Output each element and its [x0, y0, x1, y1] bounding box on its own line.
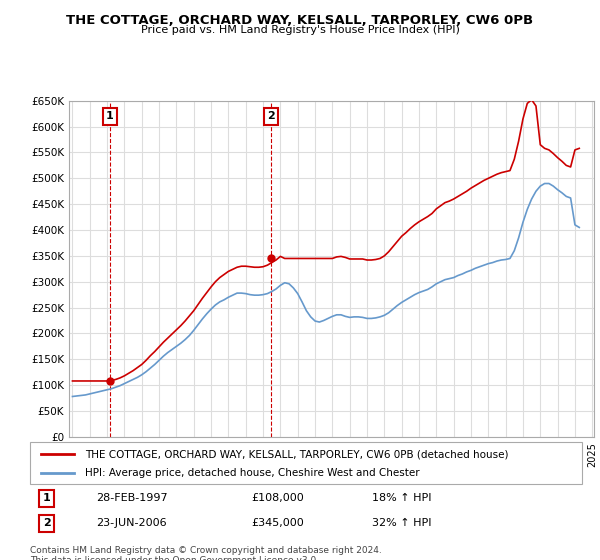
Text: HPI: Average price, detached house, Cheshire West and Chester: HPI: Average price, detached house, Ches…	[85, 468, 420, 478]
Text: 32% ↑ HPI: 32% ↑ HPI	[372, 519, 432, 529]
Text: 2: 2	[268, 111, 275, 122]
FancyBboxPatch shape	[30, 442, 582, 484]
Text: THE COTTAGE, ORCHARD WAY, KELSALL, TARPORLEY, CW6 0PB: THE COTTAGE, ORCHARD WAY, KELSALL, TARPO…	[67, 14, 533, 27]
Text: 1: 1	[106, 111, 113, 122]
Text: £108,000: £108,000	[251, 493, 304, 503]
Text: 28-FEB-1997: 28-FEB-1997	[96, 493, 168, 503]
Text: Contains HM Land Registry data © Crown copyright and database right 2024.
This d: Contains HM Land Registry data © Crown c…	[30, 546, 382, 560]
Text: THE COTTAGE, ORCHARD WAY, KELSALL, TARPORLEY, CW6 0PB (detached house): THE COTTAGE, ORCHARD WAY, KELSALL, TARPO…	[85, 449, 509, 459]
Text: 1: 1	[43, 493, 50, 503]
Text: 23-JUN-2006: 23-JUN-2006	[96, 519, 167, 529]
Text: 18% ↑ HPI: 18% ↑ HPI	[372, 493, 432, 503]
Text: £345,000: £345,000	[251, 519, 304, 529]
Text: Price paid vs. HM Land Registry's House Price Index (HPI): Price paid vs. HM Land Registry's House …	[140, 25, 460, 35]
Text: 2: 2	[43, 519, 50, 529]
